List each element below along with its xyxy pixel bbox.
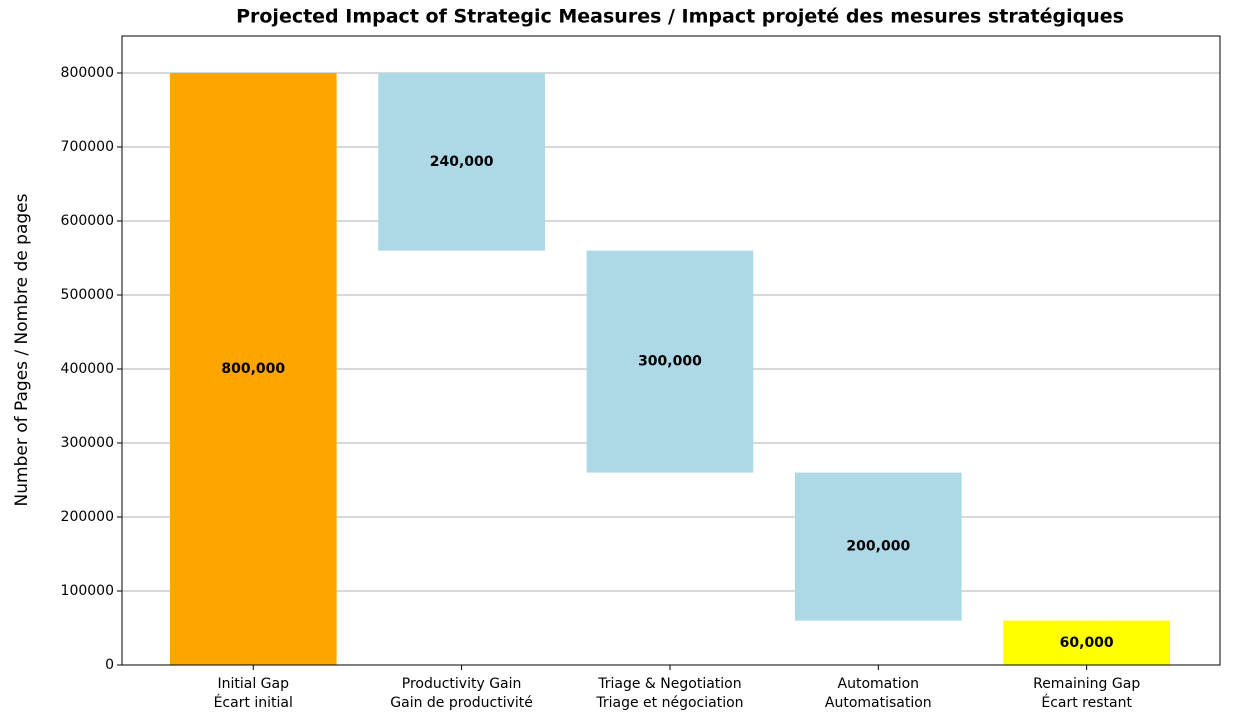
value-label: 240,000 xyxy=(430,154,494,170)
value-label: 200,000 xyxy=(846,539,910,555)
y-tick-label: 300000 xyxy=(61,435,114,451)
chart-title: Projected Impact of Strategic Measures /… xyxy=(236,6,1124,28)
y-axis-label: Number of Pages / Nombre de pages xyxy=(12,193,32,506)
y-tick-label: 0 xyxy=(105,657,114,673)
bar xyxy=(378,73,545,251)
bar xyxy=(794,472,962,621)
x-tick-label: Triage & Negotiation Triage et négociati… xyxy=(596,676,744,711)
plot-frame xyxy=(121,35,1221,666)
value-label: 300,000 xyxy=(638,354,702,370)
y-tick-label: 800000 xyxy=(61,65,114,81)
value-label: 60,000 xyxy=(1060,635,1114,651)
x-tick-label: Remaining Gap Écart restant xyxy=(1033,676,1141,711)
x-tick-label: Automation Automatisation xyxy=(824,676,932,711)
y-tick-label: 400000 xyxy=(61,361,114,377)
y-tick-label: 600000 xyxy=(61,213,114,229)
x-tick-label: Productivity Gain Gain de productivité xyxy=(390,676,533,711)
value-label: 800,000 xyxy=(221,361,285,377)
y-tick-label: 700000 xyxy=(61,139,114,155)
x-tick-label: Initial Gap Écart initial xyxy=(213,676,293,711)
y-tick-label: 500000 xyxy=(61,287,114,303)
bar xyxy=(1003,620,1170,665)
y-tick-label: 100000 xyxy=(61,583,114,599)
y-tick-label: 200000 xyxy=(61,509,114,525)
bar xyxy=(586,250,754,473)
bar xyxy=(169,73,337,665)
